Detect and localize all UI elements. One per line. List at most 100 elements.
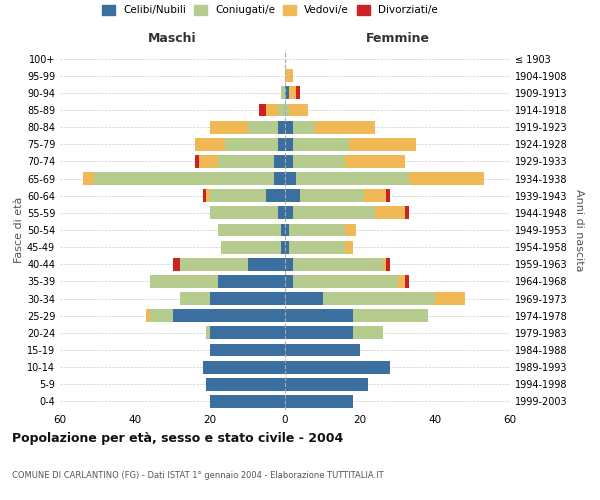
Text: Femmine: Femmine (365, 32, 430, 45)
Bar (289, 240, 345, 254)
Bar (405, 275, 409, 288)
Bar (274, 172, 285, 185)
Y-axis label: Anni di nascita: Anni di nascita (574, 188, 584, 271)
Bar (195, 155, 199, 168)
Bar (285, 310, 353, 322)
Bar (285, 292, 323, 305)
Bar (221, 240, 281, 254)
Bar (386, 258, 390, 270)
Bar (210, 395, 285, 408)
Bar (300, 190, 364, 202)
Bar (225, 138, 277, 150)
Bar (383, 258, 386, 270)
Bar (289, 104, 308, 117)
Bar (180, 292, 210, 305)
Bar (281, 240, 285, 254)
Bar (206, 190, 210, 202)
Bar (274, 155, 285, 168)
Y-axis label: Fasce di età: Fasce di età (14, 197, 24, 263)
Bar (206, 378, 285, 390)
Bar (405, 206, 409, 220)
Bar (289, 224, 345, 236)
Bar (345, 240, 353, 254)
Text: Maschi: Maschi (148, 32, 197, 45)
Bar (285, 190, 300, 202)
Bar (285, 155, 293, 168)
Bar (315, 120, 375, 134)
Bar (285, 258, 293, 270)
Bar (277, 104, 285, 117)
Bar (285, 120, 293, 134)
Bar (349, 138, 416, 150)
Legend: Celibi/Nubili, Coniugati/e, Vedovi/e, Divorziati/e: Celibi/Nubili, Coniugati/e, Vedovi/e, Di… (102, 5, 438, 15)
Text: COMUNE DI CARLANTINO (FG) - Dati ISTAT 1° gennaio 2004 - Elaborazione TUTTITALIA: COMUNE DI CARLANTINO (FG) - Dati ISTAT 1… (12, 471, 383, 480)
Bar (218, 155, 274, 168)
Bar (248, 258, 285, 270)
Bar (353, 326, 383, 340)
Bar (210, 292, 285, 305)
Bar (259, 104, 266, 117)
Bar (289, 86, 296, 100)
Bar (285, 360, 390, 374)
Bar (293, 120, 315, 134)
Bar (281, 224, 285, 236)
Bar (94, 172, 274, 185)
Bar (266, 190, 285, 202)
Bar (285, 344, 360, 356)
Bar (398, 275, 405, 288)
Bar (203, 190, 206, 202)
Bar (285, 224, 289, 236)
Bar (210, 206, 277, 220)
Bar (293, 138, 349, 150)
Bar (173, 258, 180, 270)
Bar (277, 206, 285, 220)
Bar (210, 190, 266, 202)
Bar (285, 395, 353, 408)
Text: Popolazione per età, sesso e stato civile - 2004: Popolazione per età, sesso e stato civil… (12, 432, 343, 445)
Bar (150, 310, 173, 322)
Bar (180, 258, 248, 270)
Bar (218, 275, 285, 288)
Bar (285, 104, 289, 117)
Bar (210, 344, 285, 356)
Bar (285, 70, 293, 82)
Bar (203, 360, 285, 374)
Bar (285, 86, 289, 100)
Bar (285, 326, 353, 340)
Bar (296, 172, 409, 185)
Bar (210, 120, 248, 134)
Bar (195, 138, 225, 150)
Bar (277, 138, 285, 150)
Bar (293, 206, 375, 220)
Bar (285, 240, 289, 254)
Bar (277, 120, 285, 134)
Bar (293, 155, 345, 168)
Bar (218, 224, 281, 236)
Bar (364, 190, 386, 202)
Bar (285, 138, 293, 150)
Bar (293, 258, 383, 270)
Bar (199, 155, 218, 168)
Bar (353, 310, 427, 322)
Bar (206, 326, 210, 340)
Bar (285, 378, 367, 390)
Bar (345, 155, 405, 168)
Bar (293, 275, 398, 288)
Bar (285, 275, 293, 288)
Bar (281, 86, 285, 100)
Bar (266, 104, 277, 117)
Bar (150, 275, 218, 288)
Bar (248, 120, 277, 134)
Bar (409, 172, 484, 185)
Bar (285, 206, 293, 220)
Bar (435, 292, 465, 305)
Bar (386, 190, 390, 202)
Bar (83, 172, 94, 185)
Bar (296, 86, 300, 100)
Bar (146, 310, 150, 322)
Bar (375, 206, 405, 220)
Bar (345, 224, 356, 236)
Bar (173, 310, 285, 322)
Bar (210, 326, 285, 340)
Bar (323, 292, 435, 305)
